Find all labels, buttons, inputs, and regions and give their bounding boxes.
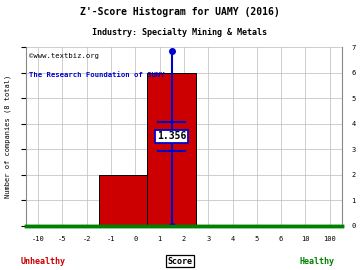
Text: The Research Foundation of SUNY: The Research Foundation of SUNY (29, 72, 165, 78)
Y-axis label: Number of companies (8 total): Number of companies (8 total) (4, 75, 11, 198)
Text: 1.356: 1.356 (157, 131, 186, 141)
Text: Z'-Score Histogram for UAMY (2016): Z'-Score Histogram for UAMY (2016) (80, 7, 280, 17)
Text: Industry: Specialty Mining & Metals: Industry: Specialty Mining & Metals (93, 28, 267, 37)
Text: ©www.textbiz.org: ©www.textbiz.org (29, 53, 99, 59)
Text: Unhealthy: Unhealthy (21, 257, 66, 266)
Bar (148, 73, 196, 226)
Text: Score: Score (167, 257, 193, 266)
Bar (99, 175, 148, 226)
Text: Healthy: Healthy (299, 257, 334, 266)
